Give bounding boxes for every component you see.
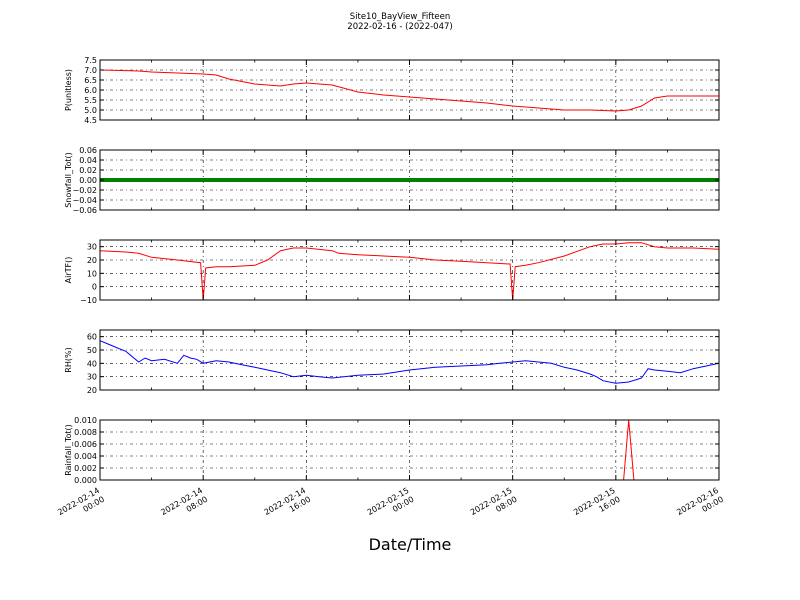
- y-tick-label: −10: [80, 296, 97, 305]
- panel-rh: 20 30 40 50 60 RH(%): [64, 329, 720, 395]
- panel-p: 4.55.05.56.06.57.07.5 P(unitless): [64, 56, 720, 125]
- panel-rainfall: 0.000 0.002 0.004 0.006 0.008 0.010Rainfall_T…: [64, 416, 720, 485]
- y-tick-label: 20: [87, 386, 97, 395]
- y-tick-label: 20: [87, 256, 97, 265]
- y-tick-label: 0.006: [74, 440, 97, 449]
- y-tick-label: 0.008: [74, 428, 97, 437]
- y-tick-label: −0.02: [72, 186, 97, 195]
- panel-airtf: −10 0 10 20 30 AirTF(): [64, 239, 720, 305]
- y-axis-label: AirTF(): [64, 257, 73, 284]
- chart-subtitle: 2022-02-16 - (2022-047): [347, 22, 452, 32]
- y-tick-label: 4.5: [84, 116, 97, 125]
- panels: 4.55.05.56.06.57.07.5P(unitless)−0.06−0.…: [64, 56, 720, 485]
- y-tick-label: 0.000: [74, 476, 97, 485]
- chart-title: Site10_BayView_Fifteen: [350, 12, 451, 22]
- y-tick-label: 50: [87, 346, 97, 355]
- panel-snowfall: −0.06−0.04−0.020.000.020.040.06 Snowfall_…: [64, 146, 720, 215]
- y-axis-label: Snowfall_Tot(): [64, 152, 73, 208]
- y-axis-label: P(unitless): [64, 69, 73, 111]
- y-tick-label: 60: [87, 333, 97, 342]
- series-line: [100, 340, 719, 384]
- y-tick-label: 0: [92, 283, 97, 292]
- y-tick-label: 6.0: [84, 86, 97, 95]
- y-tick-label: 40: [87, 359, 97, 368]
- y-tick-label: 5.0: [84, 106, 97, 115]
- y-tick-label: 0.00: [79, 176, 97, 185]
- y-axis-label: Rainfall_Tot(): [64, 424, 73, 476]
- y-tick-label: 0.06: [79, 146, 97, 155]
- y-tick-label: 0.02: [79, 166, 97, 175]
- y-tick-label: 7.5: [84, 56, 97, 65]
- y-axis-label: RH(%): [64, 347, 73, 372]
- y-tick-label: −0.04: [72, 196, 97, 205]
- y-tick-label: 0.04: [79, 156, 97, 165]
- y-tick-label: −0.06: [72, 206, 97, 215]
- y-tick-label: 30: [87, 243, 97, 252]
- y-tick-label: 0.004: [74, 452, 97, 461]
- y-tick-label: 7.0: [84, 66, 97, 75]
- y-tick-label: 0.010: [74, 416, 97, 425]
- x-axis-label: Date/Time: [369, 535, 452, 554]
- series-line: [100, 69, 719, 112]
- y-tick-label: 6.5: [84, 76, 97, 85]
- y-tick-label: 30: [87, 373, 97, 382]
- y-tick-label: 10: [87, 269, 97, 278]
- series-line: [100, 242, 719, 300]
- y-tick-label: 5.5: [84, 96, 97, 105]
- y-tick-label: 0.002: [74, 464, 97, 473]
